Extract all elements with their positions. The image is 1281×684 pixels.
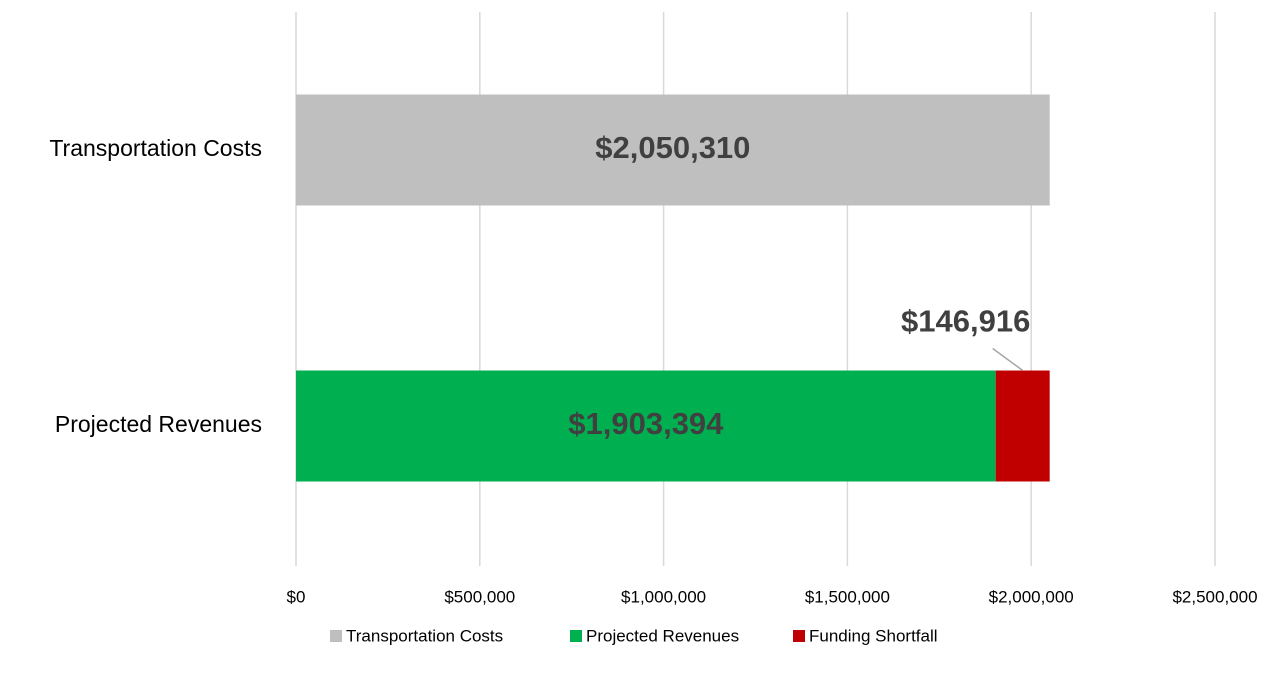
x-tick-label: $0 (287, 587, 306, 606)
y-tick-label: Transportation Costs (49, 135, 262, 161)
x-tick-label: $1,500,000 (805, 587, 890, 606)
leader-line (992, 347, 1024, 372)
data-label: $146,916 (901, 304, 1030, 339)
x-tick-label: $2,000,000 (989, 587, 1074, 606)
data-label: $1,903,394 (568, 406, 724, 441)
legend-swatch (330, 630, 342, 642)
x-tick-label: $2,500,000 (1172, 587, 1257, 606)
legend-label: Projected Revenues (586, 626, 739, 645)
x-tick-label: $1,000,000 (621, 587, 706, 606)
legend-swatch (793, 630, 805, 642)
bar-segment (296, 370, 996, 482)
data-label: $2,050,310 (595, 130, 750, 165)
legend-label: Funding Shortfall (809, 626, 938, 645)
bar-segment (296, 94, 1050, 206)
x-tick-label: $500,000 (444, 587, 515, 606)
legend-label: Transportation Costs (346, 626, 503, 645)
legend-swatch (570, 630, 582, 642)
bar-segment (995, 370, 1050, 482)
y-tick-label: Projected Revenues (55, 411, 262, 437)
